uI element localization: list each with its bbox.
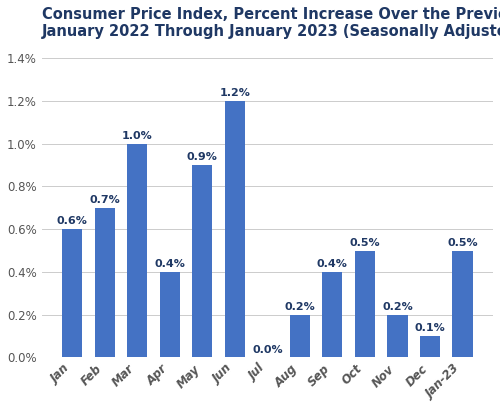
Text: 0.9%: 0.9% <box>187 152 218 162</box>
Text: 0.2%: 0.2% <box>382 302 413 312</box>
Text: 0.5%: 0.5% <box>350 238 380 248</box>
Bar <box>355 251 375 357</box>
Text: 1.0%: 1.0% <box>122 131 152 141</box>
Text: 0.4%: 0.4% <box>154 259 186 269</box>
Bar <box>94 208 115 357</box>
Text: 0.0%: 0.0% <box>252 345 282 355</box>
Bar <box>62 229 82 357</box>
Text: 0.4%: 0.4% <box>317 259 348 269</box>
Text: 1.2%: 1.2% <box>220 88 250 98</box>
Bar <box>192 165 212 357</box>
Bar <box>420 336 440 357</box>
Bar <box>290 315 310 357</box>
Bar <box>160 272 180 357</box>
Text: 0.6%: 0.6% <box>57 216 88 226</box>
Text: Consumer Price Index, Percent Increase Over the Previous Month,
January 2022 Thr: Consumer Price Index, Percent Increase O… <box>42 7 500 39</box>
Text: 0.1%: 0.1% <box>414 323 446 333</box>
Bar <box>322 272 342 357</box>
Text: 0.7%: 0.7% <box>90 195 120 205</box>
Bar <box>452 251 472 357</box>
Bar <box>388 315 407 357</box>
Bar <box>225 101 245 357</box>
Text: 0.5%: 0.5% <box>447 238 478 248</box>
Text: 0.2%: 0.2% <box>284 302 316 312</box>
Bar <box>127 144 148 357</box>
